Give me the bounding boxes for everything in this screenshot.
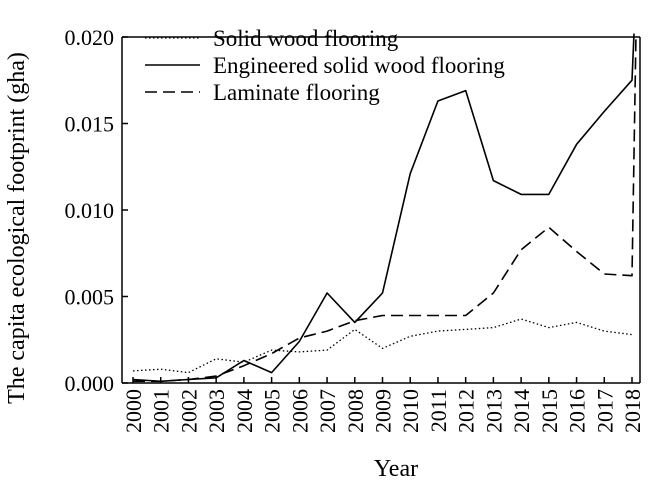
y-tick-label: 0.005 xyxy=(65,285,115,310)
series-line-3 xyxy=(133,33,637,383)
x-tick-label: 2009 xyxy=(371,389,396,433)
x-tick-label: 2014 xyxy=(509,389,534,433)
x-tick-label: 2004 xyxy=(232,389,257,433)
x-tick-label: 2012 xyxy=(454,389,479,433)
x-tick-label: 2013 xyxy=(481,389,506,433)
legend-label-2: Engineered solid wood flooring xyxy=(213,53,505,78)
x-tick-label: 2001 xyxy=(149,389,174,433)
x-tick-label: 2011 xyxy=(426,389,451,432)
y-tick-label: 0.015 xyxy=(65,112,115,137)
x-tick-label: 2006 xyxy=(287,389,312,433)
x-tick-label: 2008 xyxy=(343,389,368,433)
series-layer xyxy=(132,33,637,383)
x-tick-label: 2000 xyxy=(121,389,146,433)
y-axis-label: The capita ecological footprint (gha) xyxy=(4,52,30,404)
series-line-1 xyxy=(132,318,633,374)
y-tick-label: 0.020 xyxy=(65,25,115,50)
x-tick-label: 2017 xyxy=(592,389,617,433)
y-tick-label: 0.000 xyxy=(65,371,115,396)
x-tick-label: 2016 xyxy=(565,389,590,433)
x-tick-label: 2010 xyxy=(398,389,423,433)
y-tick-label: 0.010 xyxy=(65,198,115,223)
legend-label-1: Solid wood flooring xyxy=(213,26,399,51)
x-tick-label: 2007 xyxy=(315,389,340,433)
x-tick-label: 2005 xyxy=(260,389,285,433)
x-tick-label: 2015 xyxy=(537,389,562,433)
x-axis-label: Year xyxy=(374,456,418,481)
x-tick-label: 2018 xyxy=(620,389,645,433)
series-line-2 xyxy=(132,33,635,383)
legend-label-3: Laminate flooring xyxy=(213,80,380,105)
x-tick-label: 2003 xyxy=(204,389,229,433)
x-tick-label: 2002 xyxy=(176,389,201,433)
